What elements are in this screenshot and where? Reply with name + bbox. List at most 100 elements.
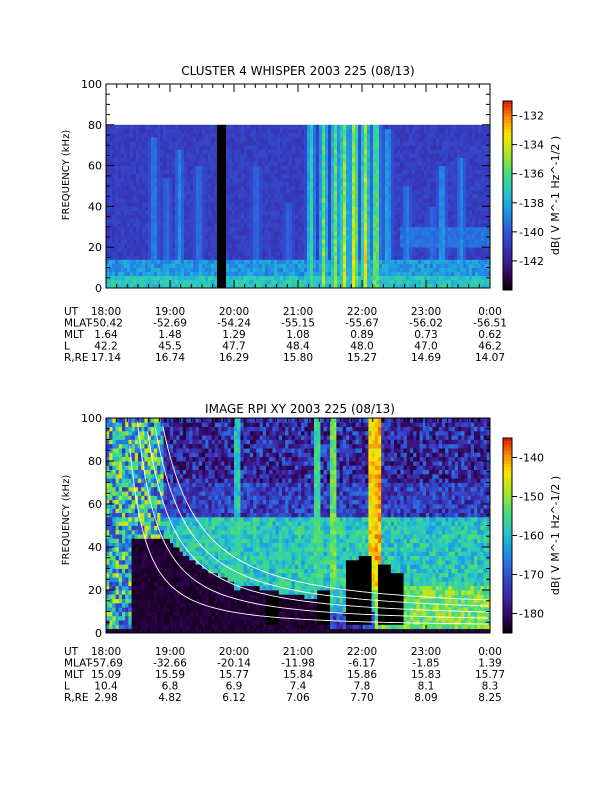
whisper-cell [298, 263, 302, 268]
whisper-cell [385, 206, 389, 211]
whisper-cell [472, 186, 476, 191]
whisper-cell [163, 132, 167, 138]
whisper-cell [439, 239, 443, 244]
whisper-cell [292, 181, 296, 187]
whisper-cell [223, 247, 227, 252]
whisper-cell [352, 226, 356, 232]
whisper-cell [319, 165, 323, 171]
whisper-cell [118, 165, 122, 171]
whisper-cell [424, 222, 428, 228]
whisper-cell [238, 226, 242, 232]
whisper-cell [289, 145, 293, 150]
whisper-cell [346, 173, 350, 179]
whisper-cell [163, 214, 167, 220]
whisper-cell [139, 206, 143, 211]
whisper-cell [274, 263, 278, 268]
whisper-cell [184, 161, 188, 166]
whisper-cell [334, 206, 338, 211]
whisper-cell [244, 137, 248, 142]
whisper-cell [334, 283, 338, 289]
whisper-cell [316, 141, 320, 146]
whisper-cell [172, 137, 176, 142]
whisper-cell [415, 243, 419, 248]
whisper-cell [337, 169, 341, 175]
whisper-cell [406, 247, 410, 252]
whisper-cell [385, 169, 389, 175]
whisper-cell [463, 226, 467, 232]
whisper-cell [115, 222, 119, 228]
whisper-cell [436, 153, 440, 158]
whisper-cell [337, 226, 341, 232]
whisper-cell [286, 194, 290, 199]
whisper-cell [247, 149, 251, 154]
whisper-cell [109, 145, 113, 150]
whisper-cell [208, 226, 212, 232]
whisper-cell [187, 255, 191, 260]
whisper-cell [364, 149, 368, 154]
whisper-cell [139, 279, 143, 285]
whisper-cell [214, 194, 218, 199]
whisper-cell [211, 230, 215, 236]
whisper-cell [403, 202, 407, 207]
whisper-cell [466, 161, 470, 166]
whisper-cell [205, 186, 209, 191]
whisper-cell [283, 137, 287, 142]
whisper-cell [250, 275, 254, 281]
whisper-cell [301, 239, 305, 244]
whisper-cell [349, 255, 353, 260]
whisper-cell [373, 173, 377, 179]
whisper-cell [166, 186, 170, 191]
whisper-cell [451, 186, 455, 191]
whisper-cell [391, 210, 395, 215]
whisper-cell [112, 251, 116, 256]
whisper-cell [436, 218, 440, 224]
whisper-cell [313, 198, 317, 203]
whisper-cell [298, 173, 302, 179]
whisper-cell [163, 230, 167, 236]
whisper-cell [289, 177, 293, 183]
whisper-cell [229, 173, 233, 179]
whisper-cell [136, 137, 140, 142]
whisper-cell [265, 210, 269, 215]
whisper-cell [439, 247, 443, 252]
whisper-cell [298, 251, 302, 256]
whisper-cell [118, 177, 122, 183]
whisper-cell [238, 239, 242, 244]
whisper-cell [466, 226, 470, 232]
whisper-cell [343, 267, 347, 273]
whisper-cell [169, 194, 173, 199]
whisper-cell [415, 279, 419, 285]
whisper-cell [244, 255, 248, 260]
whisper-cell [436, 259, 440, 264]
whisper-cell [340, 157, 344, 162]
whisper-cell [235, 251, 239, 256]
whisper-cell [298, 161, 302, 166]
whisper-cell [235, 153, 239, 158]
whisper-cell [385, 198, 389, 203]
whisper-cell [124, 279, 128, 285]
whisper-cell [217, 157, 221, 162]
whisper-cell [220, 137, 224, 142]
whisper-cell [460, 226, 464, 232]
whisper-cell [112, 128, 116, 134]
whisper-cell [223, 206, 227, 211]
whisper-cell [262, 169, 266, 175]
whisper-cell [436, 157, 440, 162]
whisper-cell [283, 165, 287, 171]
whisper-cell [403, 279, 407, 285]
whisper-cell [448, 181, 452, 187]
whisper-cell [199, 181, 203, 187]
whisper-cell [214, 132, 218, 138]
whisper-cell [400, 267, 404, 273]
whisper-cell [355, 169, 359, 175]
whisper-cell [172, 165, 176, 171]
whisper-cell [439, 271, 443, 277]
whisper-cell [289, 153, 293, 158]
whisper-cell [406, 210, 410, 215]
whisper-cell [379, 234, 383, 240]
whisper-cell [247, 259, 251, 264]
whisper-cell [400, 141, 404, 146]
whisper-cell [163, 194, 167, 199]
whisper-cell [214, 206, 218, 211]
whisper-cell [166, 279, 170, 285]
